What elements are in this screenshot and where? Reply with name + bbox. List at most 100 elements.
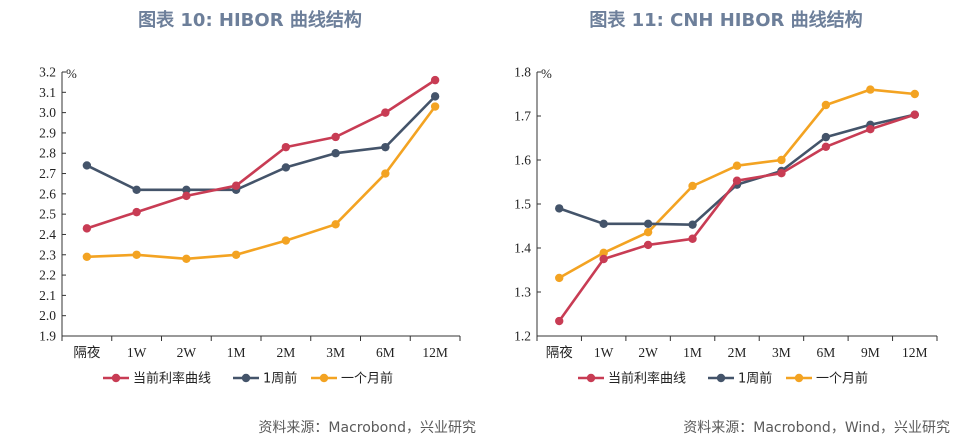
cnh-hibor-data-point [555, 204, 564, 213]
hibor-data-point [82, 224, 92, 233]
hibor-data-point [430, 75, 440, 85]
cnh-hibor-x-tick-label: 2W [638, 345, 658, 360]
hibor-data-point [381, 169, 390, 178]
cnh-hibor-data-point [643, 227, 653, 237]
hibor-x-tick-label: 6M [376, 345, 395, 360]
cnh-hibor-x-tick-label: 2M [728, 345, 747, 360]
cnh-hibor-data-point [732, 176, 742, 185]
hibor-x-tick-label: 2M [276, 345, 295, 360]
hibor-y-tick-label: 2.8 [39, 146, 56, 161]
hibor-plot-area [82, 75, 440, 264]
cnh-hibor-data-point [643, 219, 653, 228]
cnh-hibor-data-point [821, 142, 831, 151]
cnh-hibor-x-tick-label: 隔夜 [546, 345, 573, 360]
cnh-hibor-x-tick-label: 1W [594, 345, 614, 360]
cnh-hibor-y-tick-label: 1.5 [514, 197, 531, 212]
cnh-hibor-legend-marker [794, 373, 804, 383]
hibor-y-tick-label: 2.5 [39, 207, 56, 222]
hibor-y-tick-label: 3.0 [39, 105, 56, 120]
cnh-hibor-chart-title: 图表 11: CNH HIBOR 曲线结构 [589, 9, 862, 31]
cnh-hibor-data-point [777, 155, 786, 165]
cnh-hibor-data-point [688, 234, 697, 243]
cnh-hibor-x-axis: 隔夜 1W 2W 1M 2M 3M 6M 9M 12M [536, 335, 938, 360]
hibor-data-point [281, 236, 291, 245]
cnh-hibor-data-point [732, 161, 742, 170]
hibor-series-line [86, 95, 437, 192]
hibor-data-point [381, 142, 390, 152]
cnh-hibor-x-tick-label: 9M [861, 345, 880, 360]
hibor-legend: 当前利率曲线 1周前 一个月前 [103, 371, 393, 387]
cnh-hibor-data-point [821, 100, 831, 110]
cnh-hibor-legend-marker [586, 373, 596, 383]
cnh-hibor-data-point [599, 254, 608, 264]
hibor-x-tick-label: 2W [177, 345, 197, 360]
cnh-hibor-x-tick-label: 1M [683, 345, 702, 360]
hibor-y-tick-label: 2.0 [39, 308, 56, 323]
hibor-series-line [86, 105, 437, 261]
hibor-x-tick-label: 3M [326, 345, 345, 360]
cnh-hibor-legend-marker [716, 373, 726, 383]
cnh-hibor-data-point [643, 240, 653, 250]
cnh-hibor-legend: 当前利率曲线 1周前 一个月前 [578, 371, 868, 387]
cnh-hibor-x-tick-label: 12M [902, 345, 928, 360]
cnh-hibor-data-point [866, 85, 875, 94]
hibor-data-point [132, 250, 141, 259]
hibor-data-point [231, 181, 241, 190]
cnh-hibor-legend-label: 1周前 [738, 371, 772, 387]
hibor-data-point [381, 108, 390, 117]
cnh-hibor-unit-label: % [541, 66, 552, 81]
hibor-data-point [331, 220, 340, 229]
hibor-data-point [281, 142, 291, 152]
hibor-x-axis: 隔夜 1W 2W 1M 2M 3M 6M 12M [61, 335, 461, 360]
cnh-hibor-y-tick-label: 1.6 [514, 153, 531, 168]
hibor-legend-marker [319, 373, 329, 383]
cnh-hibor-data-point [777, 169, 786, 178]
hibor-x-tick-label: 1M [227, 345, 246, 360]
cnh-hibor-y-tick-label: 1.4 [514, 241, 531, 256]
hibor-data-point [231, 250, 241, 259]
hibor-data-point [331, 132, 340, 142]
hibor-chart: 图表 10: HIBOR 曲线结构 % 1.9 2.0 2.1 2.2 2.3 2.4 2.… [39, 9, 476, 436]
cnh-hibor-y-tick-label: 1.3 [514, 285, 531, 300]
cnh-hibor-source-note: 资料来源：Macrobond，Wind，兴业研究 [683, 420, 950, 436]
cnh-hibor-data-point [555, 273, 564, 283]
hibor-data-point [82, 161, 92, 170]
hibor-y-tick-label: 3.1 [39, 85, 56, 100]
hibor-legend-label: 1周前 [263, 371, 297, 387]
hibor-data-point [132, 207, 141, 217]
cnh-hibor-data-point [688, 181, 697, 191]
hibor-data-point [430, 92, 440, 101]
hibor-legend-label: 当前利率曲线 [133, 371, 211, 387]
hibor-y-tick-label: 2.4 [39, 227, 56, 242]
hibor-y-tick-label: 2.2 [39, 268, 56, 283]
hibor-y-tick-label: 1.9 [39, 329, 56, 344]
hibor-legend-marker [111, 373, 121, 383]
hibor-source-note: 资料来源：Macrobond，兴业研究 [258, 420, 476, 436]
hibor-series-line [86, 79, 436, 230]
hibor-y-axis: 1.9 2.0 2.1 2.2 2.3 2.4 2.5 2.6 2.7 2.8 2.9 3.0 3.1 3… [39, 65, 66, 344]
hibor-unit-label: % [66, 66, 77, 81]
cnh-hibor-y-tick-label: 1.7 [514, 109, 531, 124]
cnh-hibor-legend-label: 一个月前 [816, 371, 868, 387]
cnh-hibor-data-point [821, 132, 831, 142]
hibor-y-tick-label: 2.6 [39, 186, 56, 201]
cnh-hibor-series-line [558, 113, 916, 322]
cnh-hibor-y-tick-label: 1.2 [514, 329, 531, 344]
hibor-data-point [331, 149, 340, 158]
hibor-data-point [132, 185, 141, 194]
cnh-hibor-data-point [910, 110, 919, 119]
cnh-hibor-data-point [599, 219, 608, 228]
hibor-data-point [182, 191, 191, 201]
cnh-hibor-plot-area [555, 85, 919, 326]
cnh-hibor-y-tick-label: 1.8 [514, 65, 531, 80]
hibor-data-point [182, 254, 191, 264]
hibor-data-point [182, 185, 191, 194]
hibor-data-point [281, 163, 291, 172]
hibor-legend-label: 一个月前 [341, 371, 393, 387]
hibor-y-tick-label: 2.1 [39, 288, 56, 303]
hibor-x-tick-label: 12M [422, 345, 448, 360]
cnh-hibor-y-axis: 1.2 1.3 1.4 1.5 1.6 1.7 1.8 [514, 65, 541, 344]
hibor-y-tick-label: 3.2 [39, 65, 56, 80]
hibor-chart-title: 图表 10: HIBOR 曲线结构 [138, 9, 362, 31]
